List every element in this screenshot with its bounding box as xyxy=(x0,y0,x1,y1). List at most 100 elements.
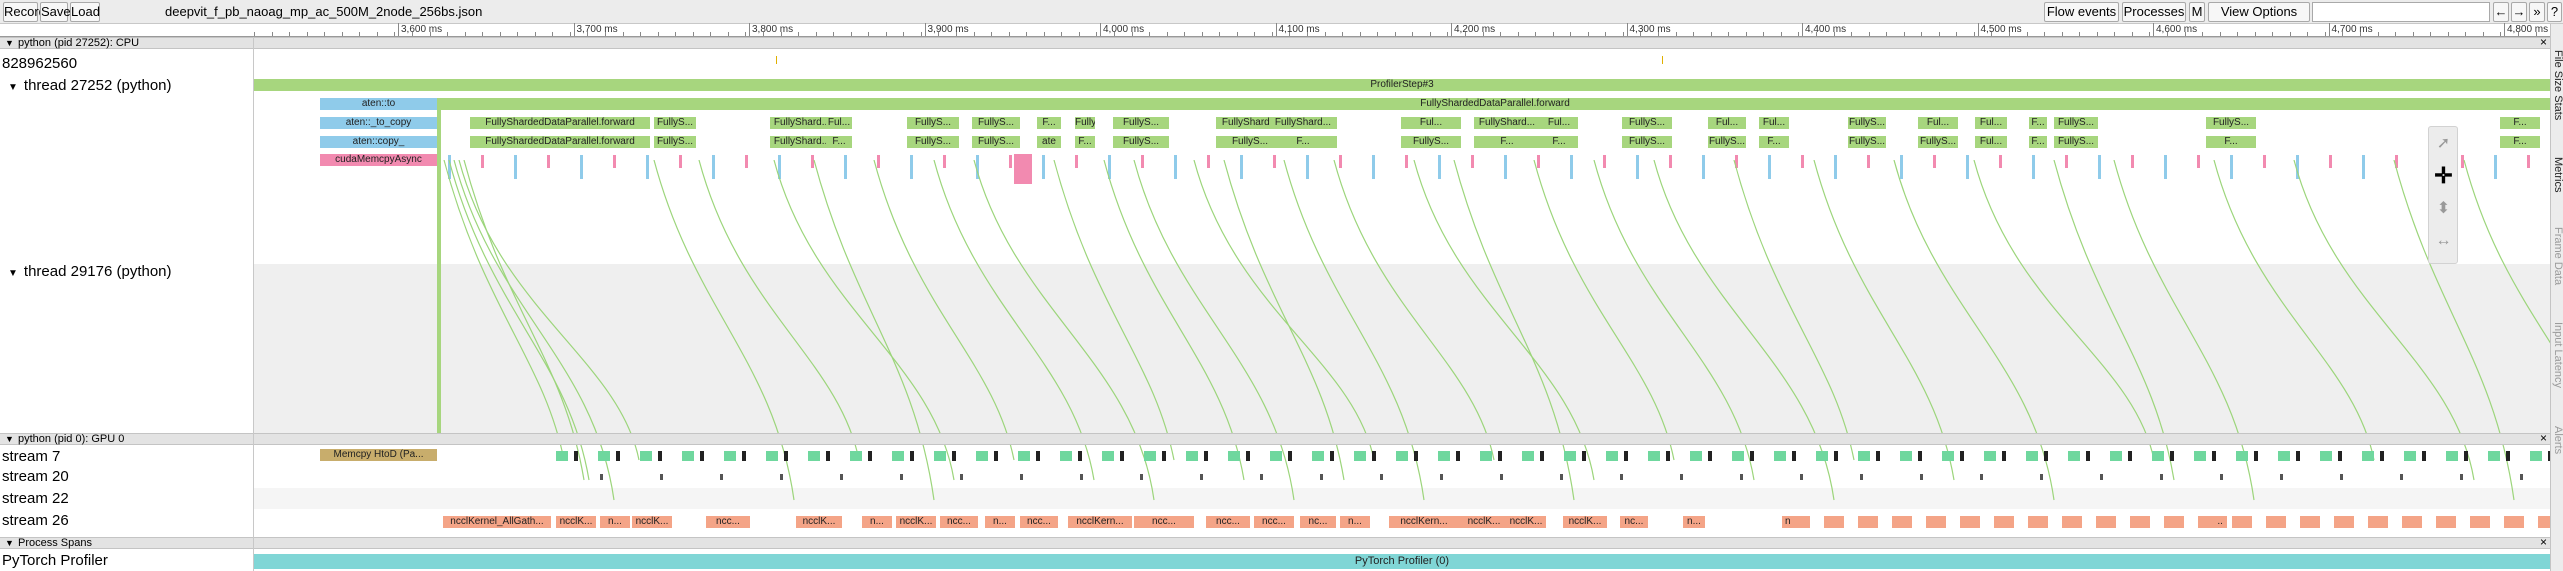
fsdp-forward-nested-slice[interactable]: FullyShard... xyxy=(1269,117,1337,129)
nccl-kernel-slice[interactable]: ncclK... xyxy=(556,516,596,528)
stream-7-kernel[interactable] xyxy=(2152,451,2164,461)
fsdp-forward-nested-slice[interactable]: Ful... xyxy=(1401,117,1461,129)
fsdp-forward-slice[interactable]: FullyShardedDataParallel.forward xyxy=(440,98,2550,110)
stream-7-kernel[interactable] xyxy=(1774,451,1786,461)
stream-7-kernel[interactable] xyxy=(2404,451,2416,461)
stream-7-kernel[interactable] xyxy=(640,451,652,461)
stream-7-kernel[interactable] xyxy=(1018,451,1030,461)
fsdp-forward-nested-slice[interactable]: F... xyxy=(2500,136,2540,148)
stream-label-22[interactable]: stream 22 xyxy=(2,490,69,507)
nccl-kernel-slice-small[interactable] xyxy=(2062,516,2082,528)
fsdp-forward-nested-slice[interactable]: FullyS... xyxy=(1848,117,1886,129)
stream-7-kernel[interactable] xyxy=(1564,451,1576,461)
stream-7-kernel[interactable] xyxy=(1060,451,1072,461)
memcpy-htod-slice[interactable]: Memcpy HtoD (Pa... xyxy=(320,449,437,461)
stream-7-kernel[interactable] xyxy=(1732,451,1744,461)
fsdp-forward-nested-slice[interactable]: FullyS... xyxy=(1113,136,1169,148)
stream-7-kernel[interactable] xyxy=(2068,451,2080,461)
fsdp-forward-nested-slice[interactable]: FullyS... xyxy=(907,136,959,148)
fsdp-forward-nested-slice[interactable]: Ful... xyxy=(1918,117,1958,129)
nccl-kernel-slice[interactable]: ncclK... xyxy=(796,516,842,528)
nccl-kernel-slice[interactable]: ncc... xyxy=(1206,516,1250,528)
stream-7-kernel[interactable] xyxy=(1354,451,1366,461)
stream-7-kernel[interactable] xyxy=(1606,451,1618,461)
nccl-kernel-slice-small[interactable] xyxy=(2096,516,2116,528)
stream-7-kernel[interactable] xyxy=(682,451,694,461)
fsdp-forward-nested-slice[interactable]: F... xyxy=(1759,136,1789,148)
stream-7-kernel[interactable] xyxy=(1900,451,1912,461)
nccl-kernel-slice-small[interactable] xyxy=(2470,516,2490,528)
fsdp-forward-nested-slice[interactable]: Ful... xyxy=(1708,117,1746,129)
nccl-kernel-slice[interactable]: ncc... xyxy=(1254,516,1294,528)
nccl-kernel-slice-small[interactable] xyxy=(1790,516,1810,528)
nccl-kernel-slice-small[interactable] xyxy=(1926,516,1946,528)
metadata-button[interactable]: M xyxy=(2189,2,2205,22)
fsdp-forward-nested-slice[interactable]: FullyS... xyxy=(1708,136,1746,148)
nccl-kernel-slice-small[interactable] xyxy=(1994,516,2014,528)
nccl-kernel-slice-small[interactable] xyxy=(1858,516,1878,528)
fsdp-forward-nested-slice[interactable]: F... xyxy=(2500,117,2540,129)
nccl-kernel-slice-small[interactable] xyxy=(2232,516,2252,528)
collapse-arrow-icon[interactable]: ▼ xyxy=(8,268,18,279)
stream-7-kernel[interactable] xyxy=(892,451,904,461)
fsdp-forward-nested-slice[interactable]: Ful... xyxy=(1540,117,1578,129)
thread-label-29176[interactable]: ▼ thread 29176 (python) xyxy=(0,263,172,282)
timing-tool-icon[interactable]: ↔ xyxy=(2435,232,2452,249)
stream-7-kernel[interactable] xyxy=(2194,451,2206,461)
nccl-kernel-slice[interactable]: ncclK... xyxy=(632,516,672,528)
stream-7-kernel[interactable] xyxy=(1816,451,1828,461)
stream-7-kernel[interactable] xyxy=(850,451,862,461)
collapse-arrow-icon[interactable]: ▼ xyxy=(5,38,14,48)
fsdp-forward-nested-slice[interactable]: F... xyxy=(1037,117,1061,129)
fsdp-forward-nested-slice[interactable]: FullyS... xyxy=(654,136,696,148)
stream-7-kernel[interactable] xyxy=(1186,451,1198,461)
stream-7-kernel[interactable] xyxy=(724,451,736,461)
nccl-kernel-slice[interactable]: n... xyxy=(600,516,630,528)
stream-7-kernel[interactable] xyxy=(766,451,778,461)
process-header-cpu[interactable]: ▼ python (pid 27252): CPU × xyxy=(0,35,2550,49)
nccl-kernel-slice[interactable]: n... xyxy=(1683,516,1705,528)
collapse-panel-button[interactable]: » xyxy=(2529,2,2545,22)
stream-7-kernel[interactable] xyxy=(1102,451,1114,461)
process-header-spans[interactable]: ▼ Process Spans × xyxy=(0,536,2550,549)
stream-7-kernel[interactable] xyxy=(1144,451,1156,461)
stream-7-kernel[interactable] xyxy=(1690,451,1702,461)
search-input[interactable] xyxy=(2312,2,2490,22)
fsdp-forward-nested-slice[interactable]: FullyS... xyxy=(1848,136,1886,148)
stream-7-kernel[interactable] xyxy=(2446,451,2458,461)
nccl-kernel-slice[interactable]: ncclK... xyxy=(1506,516,1546,528)
aten-to-slice[interactable]: aten::to xyxy=(320,98,437,110)
pan-tool-icon[interactable]: ✛ xyxy=(2434,163,2453,188)
fsdp-forward-nested-slice[interactable]: FullyS... xyxy=(1918,136,1958,148)
nccl-kernel-slice-small[interactable] xyxy=(2368,516,2388,528)
cuda-memcpy-slice[interactable]: cudaMemcpyAsync xyxy=(320,154,437,166)
fsdp-forward-nested-slice[interactable]: FullyS... xyxy=(1622,117,1672,129)
nccl-kernel-slice-small[interactable] xyxy=(2300,516,2320,528)
stream-7-kernel[interactable] xyxy=(1522,451,1534,461)
stream-7-kernel[interactable] xyxy=(1270,451,1282,461)
close-icon[interactable]: × xyxy=(2539,35,2547,49)
nccl-kernel-slice[interactable]: n... xyxy=(1340,516,1370,528)
help-button[interactable]: ? xyxy=(2547,2,2562,22)
stream-7-kernel[interactable] xyxy=(2026,451,2038,461)
fsdp-forward-nested-slice[interactable]: FullyShard... xyxy=(770,136,834,148)
fsdp-forward-nested-slice[interactable]: FullyShard... xyxy=(770,117,834,129)
fsdp-forward-nested-slice[interactable]: FullyS... xyxy=(1401,136,1461,148)
stream-7-kernel[interactable] xyxy=(556,451,568,461)
fsdp-forward-nested-slice[interactable]: F... xyxy=(826,136,852,148)
nccl-kernel-slice-small[interactable] xyxy=(2504,516,2524,528)
fsdp-forward-nested-slice[interactable]: F... xyxy=(1540,136,1578,148)
next-result-button[interactable]: → xyxy=(2511,2,2527,22)
nccl-kernel-slice-small[interactable] xyxy=(2266,516,2286,528)
stream-7-kernel[interactable] xyxy=(2110,451,2122,461)
time-ruler[interactable]: 3,600 ms 3,700 ms 3,800 ms 3,900 ms 4,000 ms… xyxy=(0,23,2550,37)
nccl-kernel-slice[interactable]: n... xyxy=(862,516,892,528)
record-button[interactable]: Record xyxy=(3,2,46,22)
nccl-kernel-slice[interactable]: nc... xyxy=(1620,516,1648,528)
stream-7-kernel[interactable] xyxy=(2488,451,2500,461)
stream-7-kernel[interactable] xyxy=(1942,451,1954,461)
stream-7-kernel[interactable] xyxy=(1396,451,1408,461)
stream-7-kernel[interactable] xyxy=(1984,451,1996,461)
stream-7-kernel[interactable] xyxy=(1858,451,1870,461)
nccl-kernel-slice[interactable]: ncclK... xyxy=(1456,516,1512,528)
